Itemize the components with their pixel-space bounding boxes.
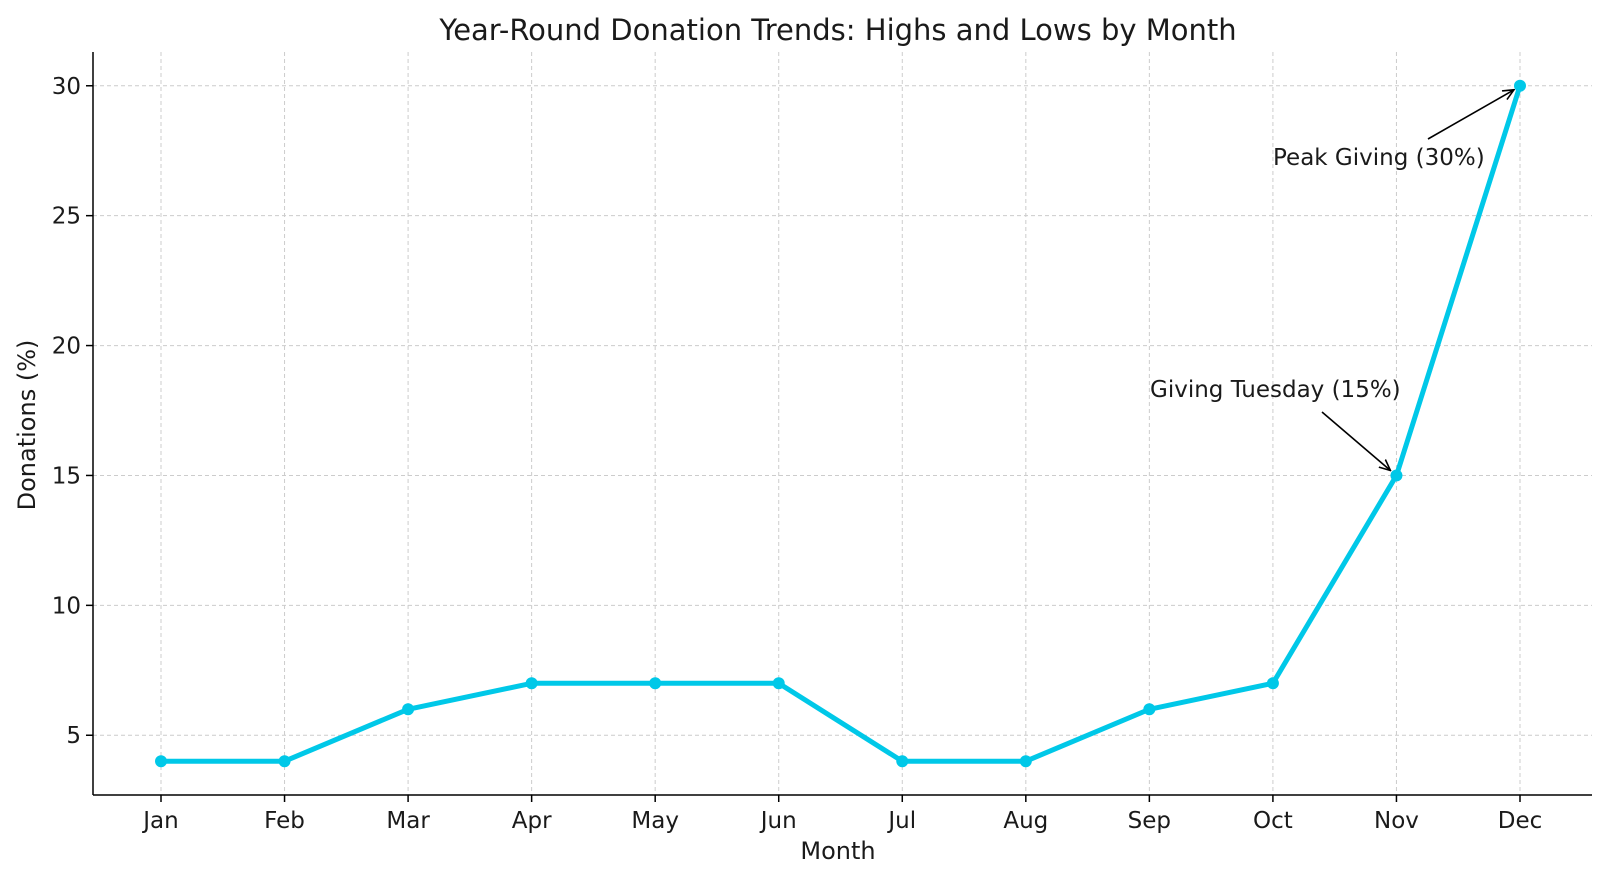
- series: [155, 79, 1526, 768]
- data-point: [1266, 677, 1279, 690]
- annotations: Peak Giving (30%) Giving Tuesday (15%): [1150, 90, 1514, 471]
- data-point: [1514, 79, 1526, 92]
- x-tick-label: Nov: [1374, 808, 1419, 834]
- x-tick-label: May: [631, 808, 679, 834]
- data-point: [278, 755, 291, 768]
- x-tick-label: Jun: [759, 808, 797, 834]
- data-point: [896, 755, 909, 768]
- annotation-arrow: [1427, 90, 1514, 140]
- data-point: [1143, 703, 1156, 716]
- annotation-label: Giving Tuesday (15%): [1150, 377, 1401, 403]
- data-point: [649, 677, 662, 690]
- y-tick-label: 20: [52, 334, 81, 360]
- data-point: [155, 755, 167, 768]
- x-axis-label: Month: [800, 837, 875, 865]
- grid: [93, 52, 1592, 795]
- y-tick-label: 10: [52, 593, 81, 619]
- x-tick-label: Oct: [1253, 808, 1293, 834]
- ticks: Jan Feb Mar Apr May Jun Jul Aug Sep Oct Nov Dec 5 10 1…: [52, 74, 1543, 834]
- data-point: [1019, 755, 1032, 768]
- x-tick-label: Jul: [886, 808, 916, 834]
- x-tick-label: Dec: [1498, 808, 1543, 834]
- y-axis-label: Donations (%): [13, 340, 41, 511]
- x-tick-label: Jan: [141, 808, 178, 834]
- y-tick-label: 5: [66, 723, 81, 749]
- data-point: [402, 703, 415, 716]
- x-tick-label: Apr: [512, 808, 552, 834]
- x-tick-label: Mar: [386, 808, 430, 834]
- y-tick-label: 30: [52, 74, 81, 100]
- x-tick-label: Feb: [264, 808, 305, 834]
- annotation-arrow: [1321, 411, 1390, 470]
- series-line: [158, 83, 1523, 764]
- y-tick-label: 25: [52, 204, 81, 230]
- x-tick-label: Sep: [1128, 808, 1171, 834]
- data-point: [772, 677, 785, 690]
- chart-title: Year-Round Donation Trends: Highs and Lo…: [438, 13, 1236, 47]
- data-point: [1390, 469, 1403, 482]
- y-tick-label: 15: [52, 463, 81, 489]
- annotation-label: Peak Giving (30%): [1273, 145, 1485, 171]
- axes: [92, 52, 1592, 796]
- x-tick-label: Aug: [1003, 808, 1048, 834]
- data-point: [525, 677, 538, 690]
